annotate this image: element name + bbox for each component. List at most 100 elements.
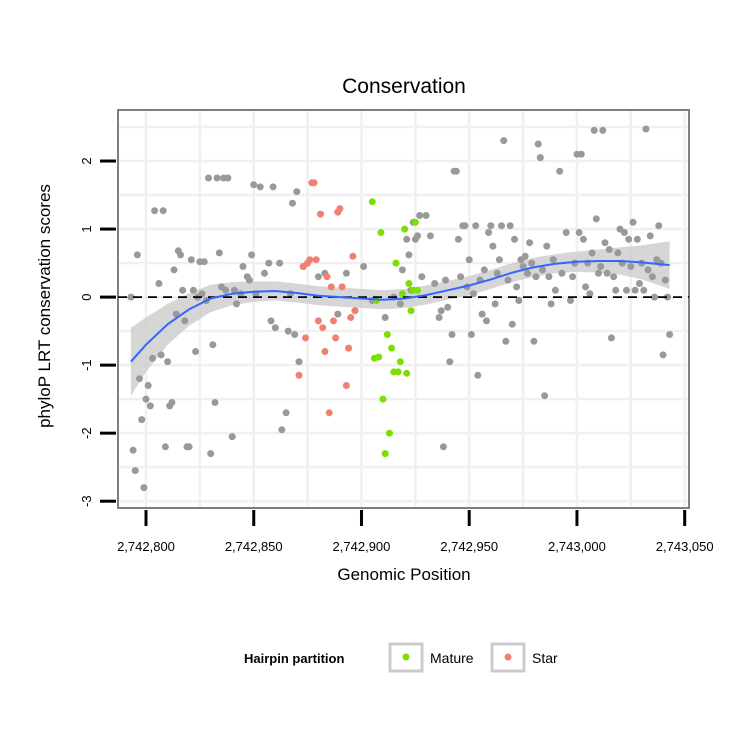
point-other bbox=[586, 290, 594, 298]
point-other bbox=[532, 273, 540, 281]
point-mature bbox=[398, 290, 406, 298]
point-other bbox=[483, 317, 490, 325]
point-other bbox=[159, 207, 167, 215]
point-other bbox=[631, 286, 639, 294]
point-other bbox=[172, 310, 180, 318]
point-other bbox=[547, 300, 555, 308]
point-other bbox=[144, 382, 152, 389]
legend: Hairpin partition Mature Star bbox=[244, 642, 558, 673]
point-mature bbox=[381, 450, 389, 458]
point-other bbox=[284, 327, 292, 335]
point-other bbox=[396, 300, 404, 308]
point-star bbox=[347, 314, 355, 321]
point-other bbox=[291, 331, 299, 338]
point-other bbox=[599, 126, 607, 134]
point-other bbox=[250, 181, 258, 189]
point-other bbox=[403, 235, 411, 243]
point-star bbox=[295, 371, 303, 379]
point-other bbox=[498, 222, 505, 230]
point-other bbox=[295, 358, 303, 366]
point-other bbox=[267, 317, 275, 325]
point-other bbox=[189, 286, 197, 294]
y-tick-label: 0 bbox=[79, 293, 94, 300]
point-other bbox=[342, 269, 350, 277]
point-star bbox=[327, 283, 335, 291]
point-other bbox=[523, 269, 531, 277]
point-star bbox=[330, 317, 337, 325]
point-other bbox=[642, 125, 650, 133]
point-other bbox=[487, 222, 495, 230]
point-other bbox=[623, 286, 630, 294]
point-other bbox=[431, 280, 439, 287]
point-other bbox=[269, 183, 277, 191]
point-other bbox=[511, 235, 518, 243]
point-mature bbox=[368, 198, 376, 206]
point-other bbox=[398, 266, 406, 274]
point-other bbox=[569, 273, 577, 281]
point-other bbox=[545, 273, 553, 281]
x-tick-label: 2,743,000 bbox=[548, 539, 606, 554]
point-other bbox=[666, 331, 674, 338]
legend-title: Hairpin partition bbox=[244, 651, 344, 666]
point-star bbox=[317, 210, 324, 218]
plot-border bbox=[117, 109, 690, 509]
point-other bbox=[592, 215, 600, 223]
point-other bbox=[164, 358, 172, 366]
point-other bbox=[506, 222, 514, 230]
point-other bbox=[577, 150, 585, 158]
point-other bbox=[444, 303, 452, 311]
point-star bbox=[314, 317, 322, 325]
point-other bbox=[558, 269, 566, 277]
point-mature bbox=[388, 344, 396, 352]
point-other bbox=[211, 399, 219, 406]
point-other bbox=[534, 140, 542, 148]
point-star bbox=[319, 324, 327, 332]
point-other bbox=[536, 154, 544, 162]
point-other bbox=[131, 467, 139, 475]
point-other bbox=[454, 235, 462, 243]
point-other bbox=[127, 293, 135, 301]
point-other bbox=[209, 341, 217, 349]
point-mature bbox=[386, 429, 393, 437]
point-mature bbox=[401, 225, 409, 233]
point-other bbox=[142, 395, 150, 403]
point-other bbox=[448, 331, 456, 338]
point-other bbox=[314, 273, 322, 281]
y-tick-label: -2 bbox=[79, 427, 94, 439]
point-other bbox=[595, 269, 602, 277]
point-other bbox=[605, 246, 613, 253]
point-star bbox=[306, 256, 314, 264]
point-other bbox=[549, 256, 557, 264]
point-other bbox=[575, 229, 583, 236]
point-star bbox=[310, 179, 318, 187]
point-other bbox=[655, 222, 663, 230]
point-star bbox=[345, 344, 353, 352]
legend-dot-star bbox=[504, 653, 512, 661]
point-other bbox=[474, 371, 482, 379]
point-other bbox=[133, 251, 141, 259]
point-other bbox=[129, 446, 137, 454]
point-other bbox=[664, 293, 671, 301]
point-mature bbox=[379, 395, 387, 403]
point-other bbox=[651, 293, 658, 301]
point-star bbox=[349, 252, 357, 260]
point-other bbox=[539, 266, 546, 274]
point-other bbox=[282, 409, 290, 417]
point-other bbox=[278, 426, 286, 434]
point-other bbox=[224, 174, 232, 182]
point-mature bbox=[394, 368, 402, 376]
point-other bbox=[519, 263, 527, 270]
point-other bbox=[590, 126, 598, 134]
x-tick-label: 2,743,050 bbox=[656, 539, 714, 554]
point-other bbox=[541, 392, 549, 400]
point-other bbox=[228, 433, 236, 441]
point-mature bbox=[377, 229, 385, 236]
point-star bbox=[338, 283, 346, 291]
point-mature bbox=[414, 286, 421, 294]
point-other bbox=[442, 276, 449, 284]
point-other bbox=[205, 174, 212, 182]
point-other bbox=[607, 334, 615, 342]
x-axis-label: Genomic Position bbox=[337, 565, 470, 584]
point-other bbox=[495, 256, 503, 264]
point-other bbox=[612, 286, 620, 294]
